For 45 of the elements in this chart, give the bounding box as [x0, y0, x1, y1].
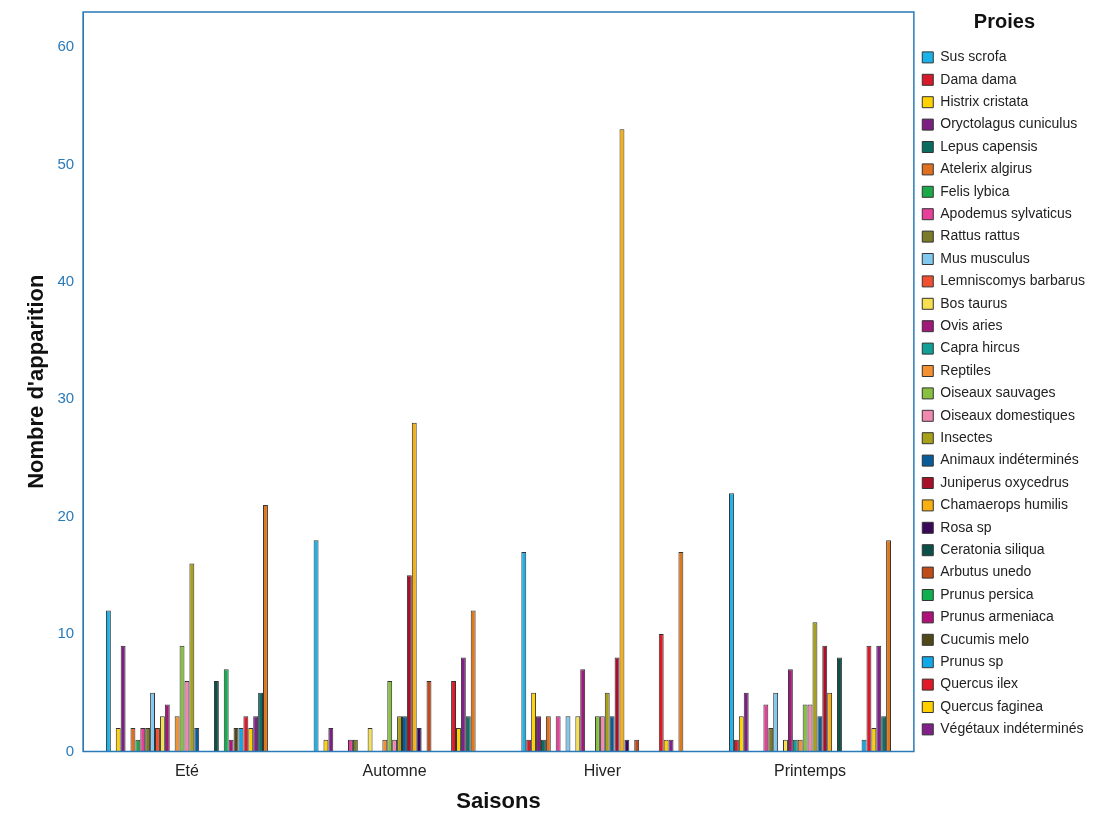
legend-label: Insectes	[940, 429, 993, 446]
legend-label: Quercus faginea	[940, 697, 1044, 714]
y-tick-label: 40	[57, 272, 75, 290]
legend-label: Rosa sp	[940, 518, 992, 535]
legend-label: Prunus sp	[940, 653, 1004, 670]
legend-label: Sus scrofa	[940, 48, 1007, 65]
legend-label: Chamaerops humilis	[940, 496, 1068, 513]
y-tick-label: 60	[57, 37, 75, 55]
legend-label: Mus musculus	[940, 249, 1030, 266]
x-tick-label: Automne	[362, 762, 427, 780]
legend-label: Juniperus oxycedrus	[940, 473, 1069, 490]
legend-label: Atelerix algirus	[940, 160, 1033, 177]
legend-label: Oiseaux sauvages	[940, 384, 1056, 401]
legend-label: Histrix cristata	[940, 93, 1029, 110]
legend-label: Ceratonia siliqua	[940, 541, 1045, 558]
y-tick-label: 50	[57, 154, 75, 172]
legend-label: Animaux indéterminés	[940, 451, 1079, 468]
legend-label: Prunus persica	[940, 585, 1034, 602]
x-axis-title: Saisons	[456, 787, 541, 813]
x-tick-label: Printemps	[774, 762, 847, 780]
x-tick-label: Hiver	[583, 762, 622, 780]
y-tick-label: 0	[65, 741, 75, 759]
x-tick-label: Eté	[174, 762, 200, 780]
legend-label: Ovis aries	[940, 317, 1003, 334]
legend-label: Reptiles	[940, 361, 991, 378]
legend-label: Oiseaux domestiques	[940, 406, 1075, 423]
legend-label: Rattus rattus	[940, 227, 1020, 244]
legend-label: Dama dama	[940, 70, 1017, 87]
legend-label: Bos taurus	[940, 294, 1008, 311]
y-axis-title: Nombre d'apparition	[23, 274, 49, 489]
legend-label: Arbutus unedo	[940, 563, 1032, 580]
legend-label: Cucumis melo	[940, 630, 1030, 647]
legend-label: Apodemus sylvaticus	[940, 205, 1072, 222]
y-tick-label: 30	[57, 389, 75, 407]
legend-label: Capra hircus	[940, 339, 1020, 356]
legend-label: Prunus armeniaca	[940, 608, 1055, 625]
legend-label: Lemniscomys barbarus	[940, 272, 1086, 289]
legend-label: Lepus capensis	[940, 137, 1038, 154]
legend-label: Felis lybica	[940, 182, 1010, 199]
legend-label: Oryctolagus cuniculus	[940, 115, 1078, 132]
y-tick-label: 20	[57, 506, 75, 524]
legend-title: Proies	[973, 9, 1036, 32]
legend-label: Végétaux indéterminés	[940, 720, 1084, 737]
y-tick-label: 10	[57, 624, 75, 642]
legend-label: Quercus ilex	[940, 675, 1019, 692]
